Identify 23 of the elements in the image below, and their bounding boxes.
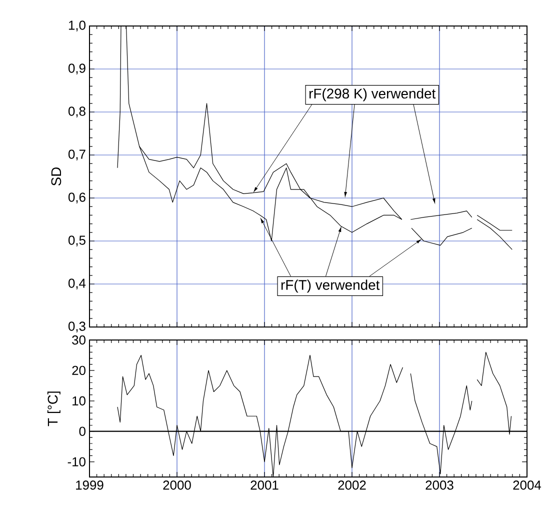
y-tick-label: 0,7	[68, 150, 86, 160]
x-tick-label: 2003	[426, 480, 454, 490]
y-tick-label: 10	[72, 396, 86, 406]
y-tick-label: 1,0	[68, 20, 86, 32]
x-tick-label: 1999	[76, 480, 104, 490]
x-tick-label: 2004	[513, 480, 542, 490]
annotation: rF(T) verwendet	[281, 280, 380, 293]
x-tick-label: 2000	[163, 480, 191, 490]
y-tick-label: 0	[79, 426, 86, 436]
x-tick-label: 2001	[250, 480, 278, 490]
x-tick-label: 2002	[338, 480, 366, 490]
y-tick-label: 0,5	[68, 236, 86, 246]
y-tick-label: 0,9	[68, 64, 86, 74]
y-tick-label: 30	[72, 335, 86, 345]
y-tick-label: 0,8	[68, 106, 86, 118]
y-axis-title: T [°C]	[47, 392, 60, 426]
y-tick-label: 0,4	[68, 278, 86, 290]
y-axis-title: SD	[51, 167, 62, 186]
y-tick-label: 0,6	[68, 192, 86, 204]
annotation: rF(298 K) verwendet	[309, 88, 436, 102]
y-tick-label: -10	[68, 457, 86, 466]
y-tick-label: 0,3	[68, 322, 86, 332]
y-tick-label: 20	[72, 366, 86, 376]
